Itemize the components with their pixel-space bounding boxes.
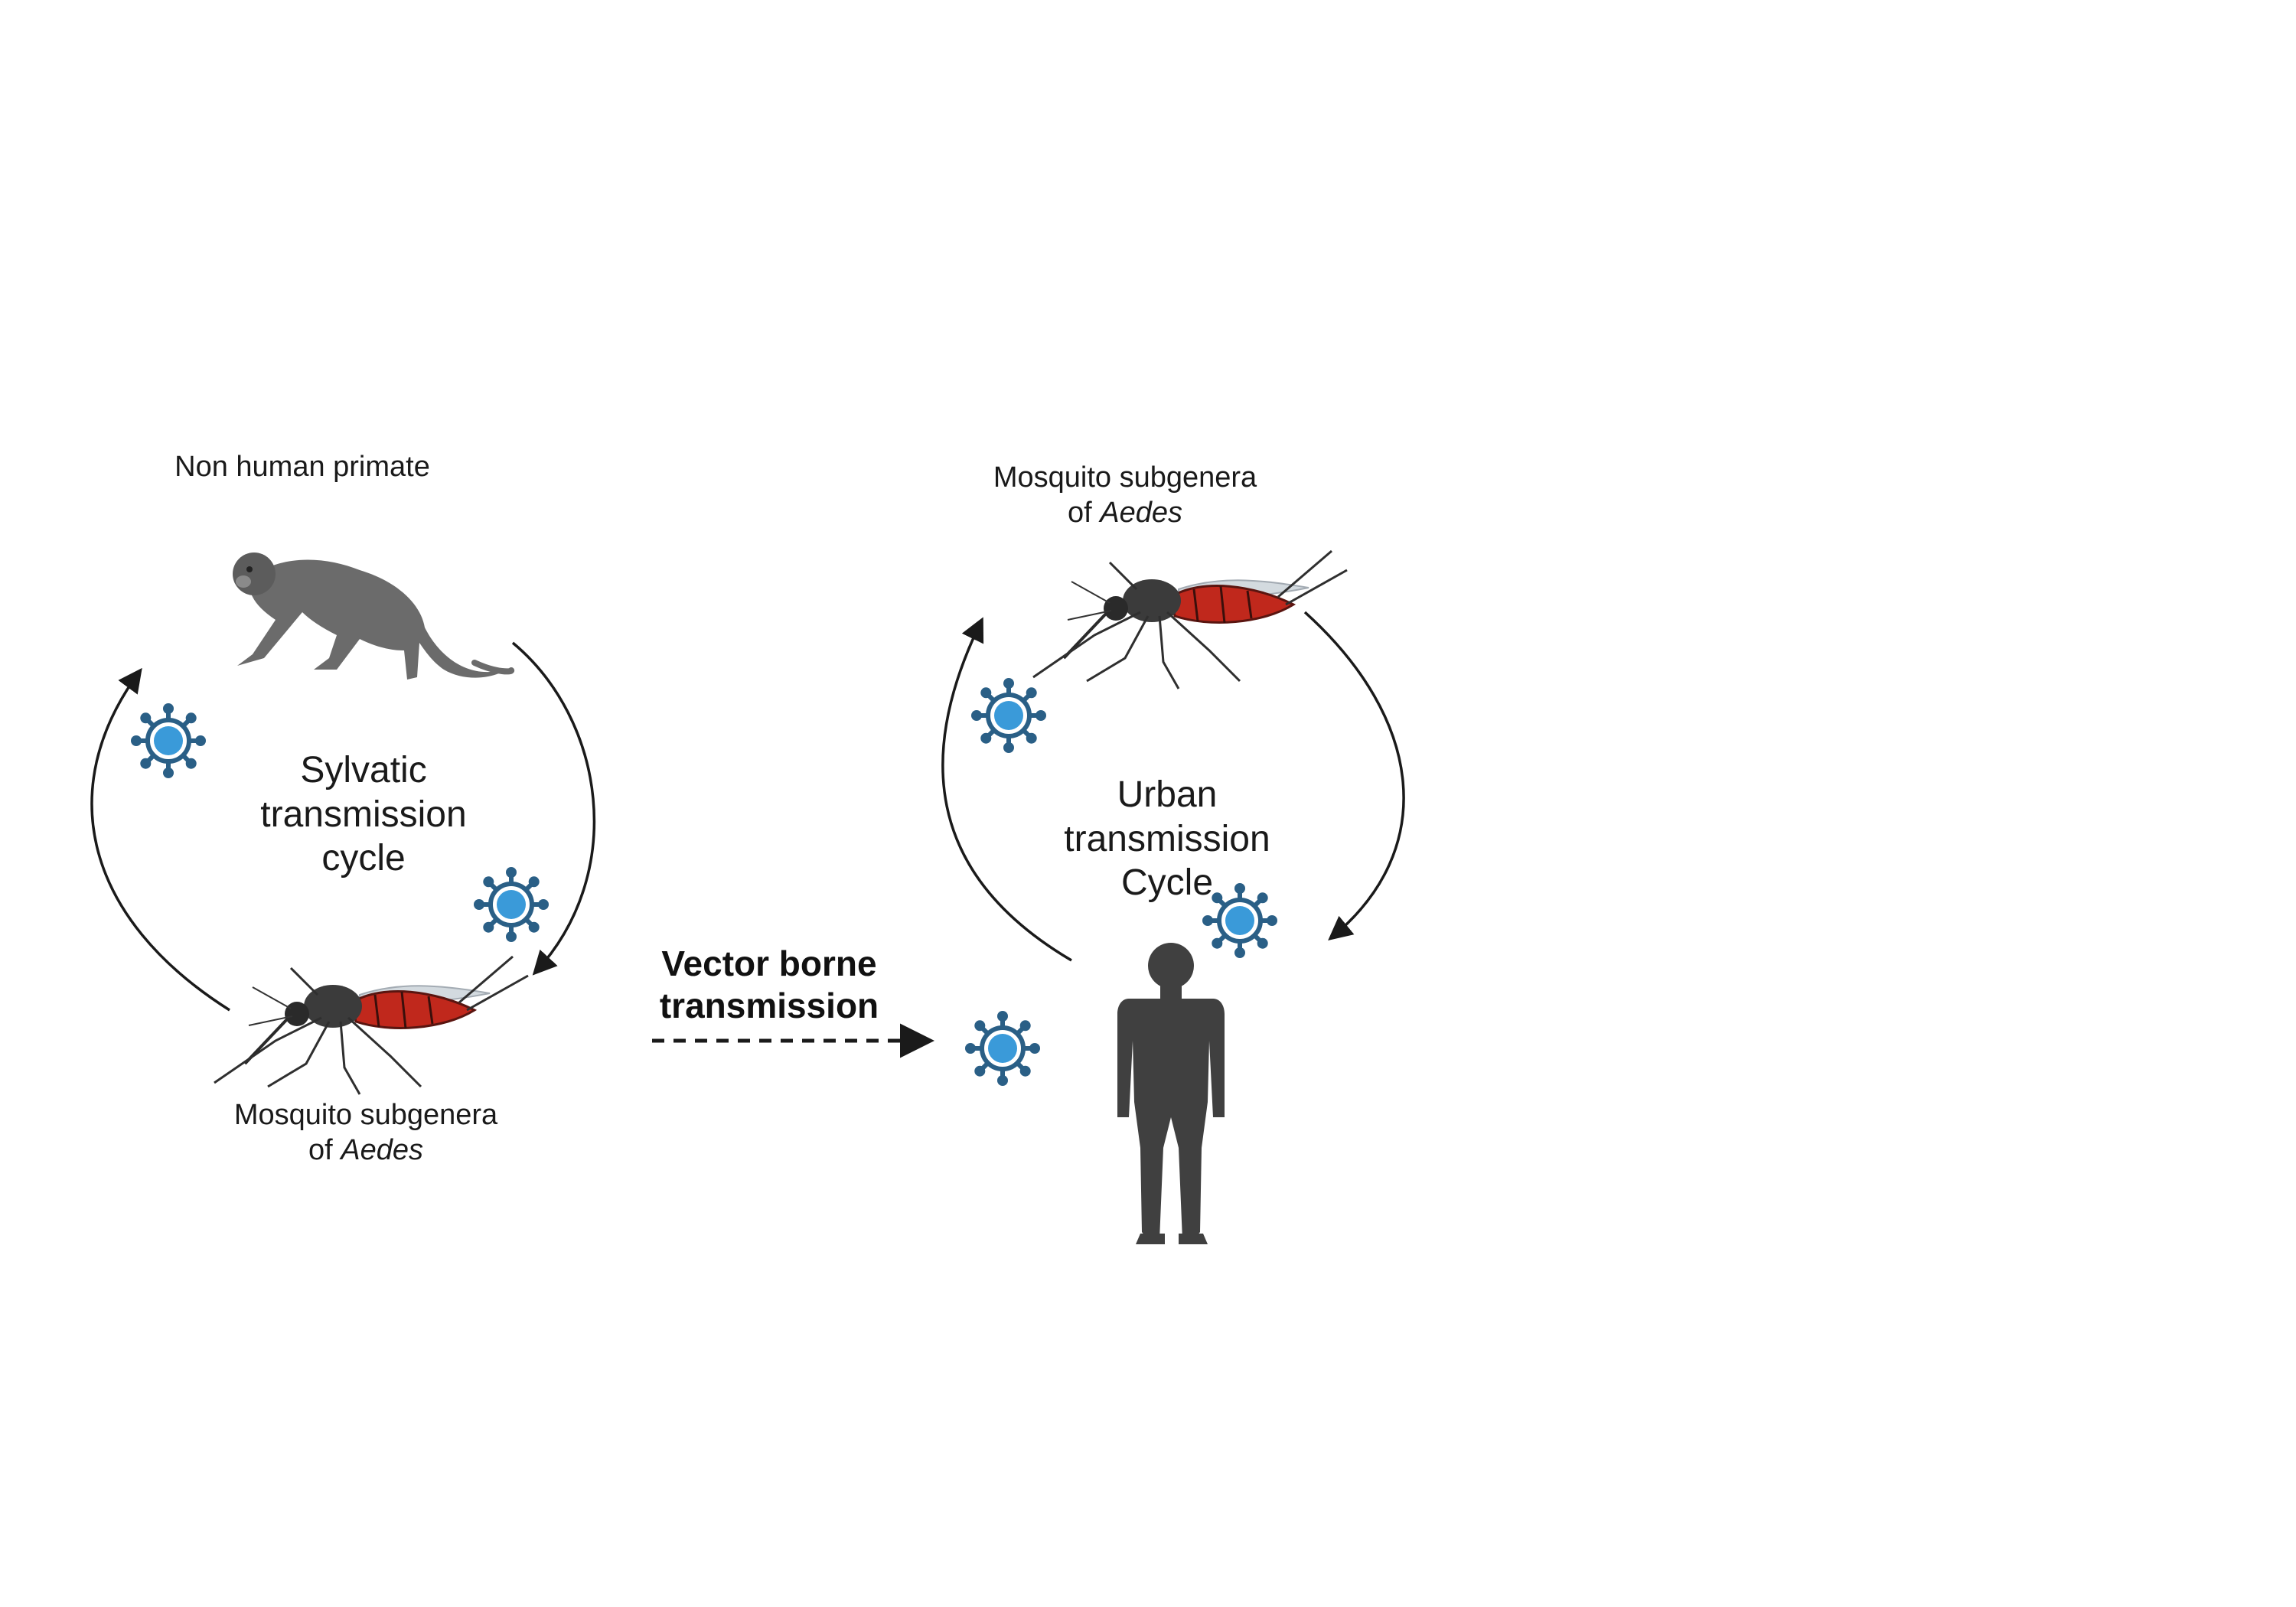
- mosquito-top-label: Mosquito subgenera of Aedes: [993, 461, 1257, 529]
- mosquito-icon: [213, 955, 530, 1096]
- genus-name: Aedes: [1100, 496, 1182, 529]
- arrow-mosquito-to-human: [1303, 611, 1405, 941]
- human-silhouette-icon: [1117, 943, 1225, 1244]
- urban-cycle-label: Urban transmission Cycle: [1064, 774, 1270, 904]
- sylvatic-cycle-label: Sylvatic transmission cycle: [260, 750, 467, 879]
- mosquito-icon: [1032, 549, 1349, 690]
- mosquito-bottom-label: Mosquito subgenera of Aedes: [233, 1099, 498, 1166]
- arrow-mosquito-to-primate: [90, 667, 230, 1012]
- virus-icon: [971, 678, 1046, 753]
- virus-icon: [965, 1011, 1040, 1086]
- vector-borne-label: Vector borne transmission: [659, 944, 879, 1026]
- monkey-icon: [233, 553, 515, 680]
- genus-name: Aedes: [341, 1133, 423, 1166]
- primate-label: Non human primate: [174, 451, 430, 483]
- virus-icon: [131, 703, 206, 778]
- arrow-human-to-mosquito: [941, 617, 1072, 962]
- arrow-primate-to-mosquito: [511, 641, 595, 976]
